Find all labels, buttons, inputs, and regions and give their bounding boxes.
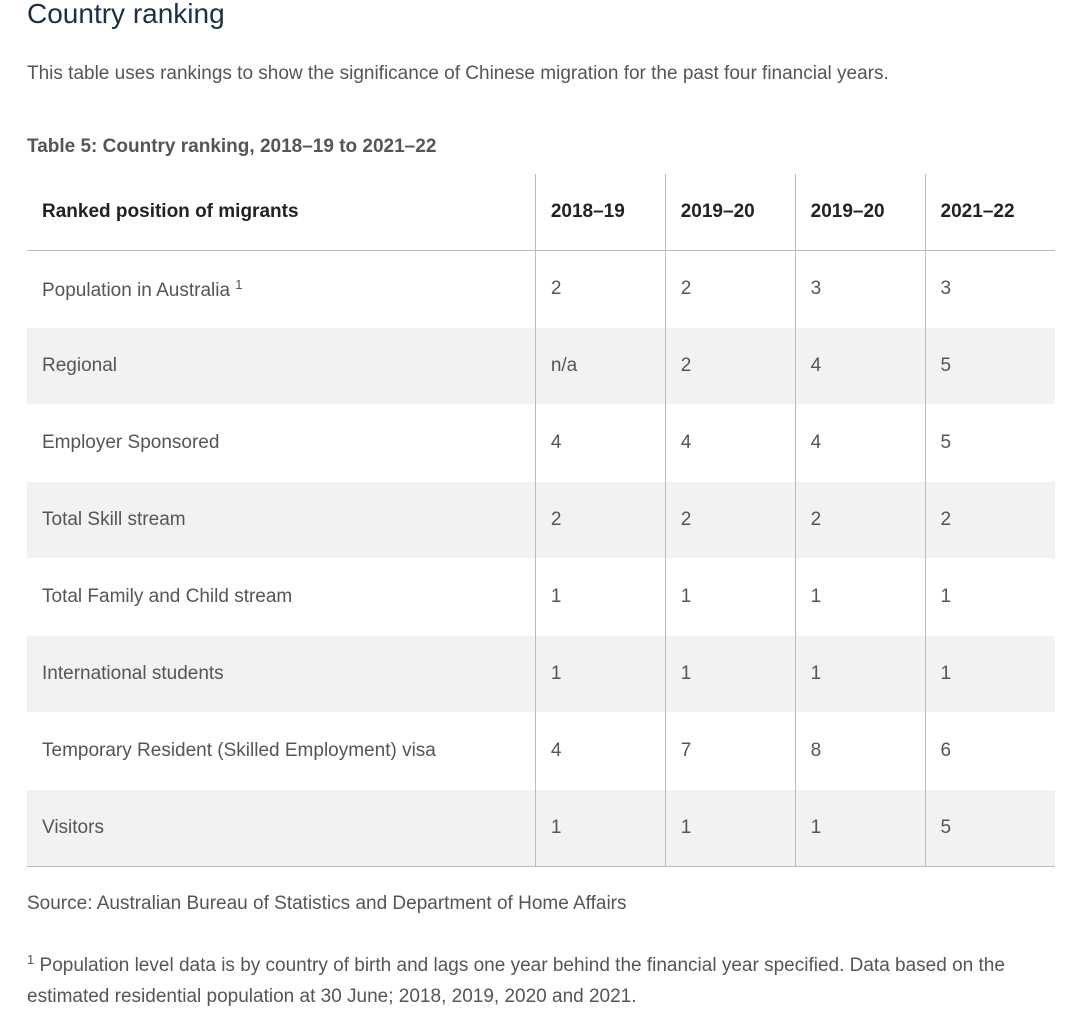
- table-cell: 2: [794, 481, 926, 559]
- table-cell: 1: [794, 558, 926, 636]
- row-label-text: International students: [42, 663, 224, 684]
- table-cell: 4: [534, 712, 666, 790]
- row-label-text: Temporary Resident (Skilled Employment) …: [42, 740, 436, 761]
- table-row: Total Skill stream 2 2 2 2: [27, 481, 1055, 559]
- header-cell: 2018–19: [534, 174, 666, 251]
- table-cell: 6: [924, 712, 1055, 790]
- header-cell: 2021–22: [924, 174, 1055, 251]
- table-cell: 2: [664, 481, 796, 559]
- row-label-text: Population in Australia: [42, 279, 231, 301]
- table-cell: 1: [534, 789, 666, 867]
- row-label: International students: [27, 635, 536, 713]
- table-cell: 4: [664, 404, 796, 482]
- table-row: Visitors 1 1 1 5: [27, 789, 1055, 867]
- table-row: Total Family and Child stream 1 1 1 1: [27, 558, 1055, 636]
- source: Source: Australian Bureau of Statistics …: [27, 893, 627, 914]
- table-row: Employer Sponsored 4 4 4 5: [27, 404, 1055, 482]
- title: Country ranking: [27, 0, 225, 29]
- table-cell: 1: [664, 789, 796, 867]
- footnote-marker: 1: [27, 952, 35, 967]
- row-label: Temporary Resident (Skilled Employment) …: [27, 712, 536, 790]
- table-row: Temporary Resident (Skilled Employment) …: [27, 712, 1055, 790]
- table-cell: 7: [664, 712, 796, 790]
- row-label: Population in Australia 1: [27, 250, 536, 328]
- row-label: Total Family and Child stream: [27, 558, 536, 636]
- table-cell: 8: [794, 712, 926, 790]
- row-label-text: Employer Sponsored: [42, 432, 220, 453]
- table-cell: 2: [924, 481, 1055, 559]
- row-label-text: Total Skill stream: [42, 509, 186, 530]
- table-cell: 5: [924, 327, 1055, 405]
- table-cell: 1: [924, 558, 1055, 636]
- row-label-text: Visitors: [42, 817, 104, 838]
- table-cell: 1: [534, 635, 666, 713]
- footnote-text: Population level data is by country of b…: [27, 955, 1005, 1007]
- table-row: Regional n/a 2 4 5: [27, 327, 1055, 405]
- table-cell: 5: [924, 404, 1055, 482]
- table-cell: 2: [534, 481, 666, 559]
- table-row: International students 1 1 1 1: [27, 635, 1055, 713]
- header-cell: 2019–20: [664, 174, 796, 251]
- table: Ranked position of migrants 2018–19 2019–2…: [27, 174, 1055, 867]
- header-cell: Ranked position of migrants: [27, 174, 536, 251]
- table-cell: 3: [794, 250, 926, 328]
- row-label: Employer Sponsored: [27, 404, 536, 482]
- table-cell: 2: [664, 250, 796, 328]
- table-cell: 1: [664, 635, 796, 713]
- intro: This table uses rankings to show the sig…: [27, 63, 889, 84]
- table-cell: 2: [664, 327, 796, 405]
- table-cell: n/a: [534, 327, 666, 405]
- table-cell: 1: [794, 789, 926, 867]
- row-label: Regional: [27, 327, 536, 405]
- table-cell: 2: [534, 250, 666, 328]
- row-label-text: Regional: [42, 355, 117, 376]
- table-cell: 4: [794, 327, 926, 405]
- table-cell: 4: [534, 404, 666, 482]
- table-caption: Table 5: Country ranking, 2018–19 to 202…: [27, 136, 437, 157]
- table-cell: 1: [794, 635, 926, 713]
- header-cell: 2019–20: [794, 174, 926, 251]
- row-label: Total Skill stream: [27, 481, 536, 559]
- table-cell: 1: [534, 558, 666, 636]
- note-marker: 1: [235, 276, 243, 292]
- row-label: Visitors: [27, 789, 536, 867]
- header-row: Ranked position of migrants 2018–19 2019–2…: [27, 174, 1055, 251]
- table-cell: 5: [924, 789, 1055, 867]
- table-cell: 1: [924, 635, 1055, 713]
- footnote: 1 Population level data is by country of…: [27, 944, 1057, 1012]
- table-cell: 1: [664, 558, 796, 636]
- table-cell: 3: [924, 250, 1055, 328]
- row-label-text: Total Family and Child stream: [42, 586, 293, 607]
- table-cell: 4: [794, 404, 926, 482]
